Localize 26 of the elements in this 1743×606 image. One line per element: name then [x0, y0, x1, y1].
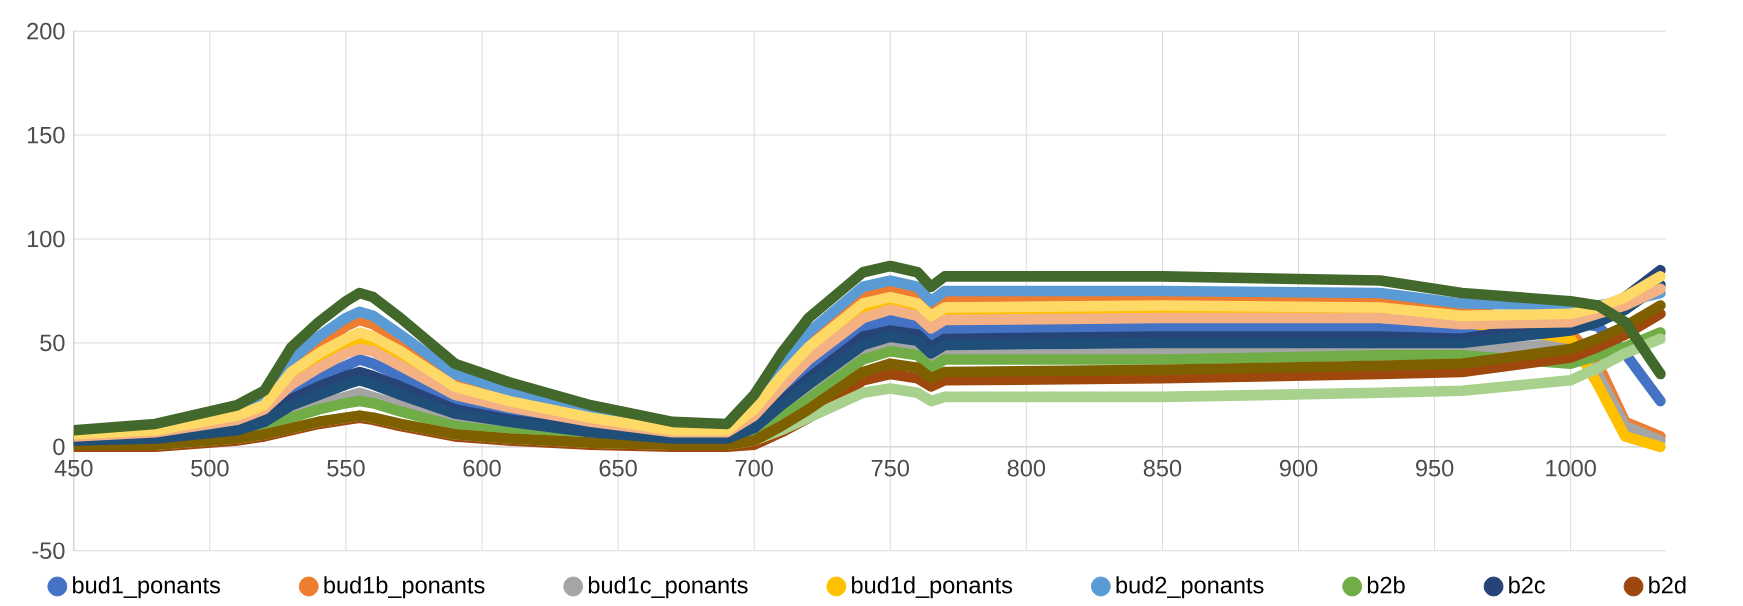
legend-label: b2b — [1367, 576, 1405, 594]
legend-label: b2d — [1649, 576, 1686, 594]
x-tick-label: 850 — [1143, 459, 1182, 477]
x-tick-label: 1000 — [1546, 459, 1596, 477]
x-tick-label: 500 — [191, 459, 229, 477]
y-tick-label: -50 — [32, 542, 65, 559]
legend-label: bud1d_ponants — [852, 576, 1013, 599]
y-tick-label: 100 — [27, 230, 65, 248]
x-tick-label: 700 — [735, 459, 773, 477]
x-tick-label: 600 — [463, 459, 501, 477]
x-tick-label: 950 — [1416, 459, 1454, 477]
legend-label: bud1b_ponants — [324, 576, 485, 599]
x-tick-label: 900 — [1279, 459, 1318, 477]
y-tick-label: 200 — [27, 22, 65, 40]
x-tick-label: 650 — [599, 459, 637, 477]
y-tick-label: 0 — [53, 438, 65, 456]
x-tick-label: 450 — [54, 459, 93, 477]
x-tick-label: 550 — [327, 459, 365, 477]
y-tick-label: 50 — [40, 334, 65, 352]
x-tick-label: 750 — [871, 459, 909, 477]
legend-label: bud1_ponants — [73, 576, 220, 599]
legend-label: bud2_ponants — [1116, 576, 1264, 599]
y-tick-label: 150 — [27, 126, 65, 144]
x-tick-label: 800 — [1007, 459, 1046, 477]
legend-label: bud1c_ponants — [588, 576, 748, 599]
legend-label: b2c — [1509, 576, 1546, 594]
